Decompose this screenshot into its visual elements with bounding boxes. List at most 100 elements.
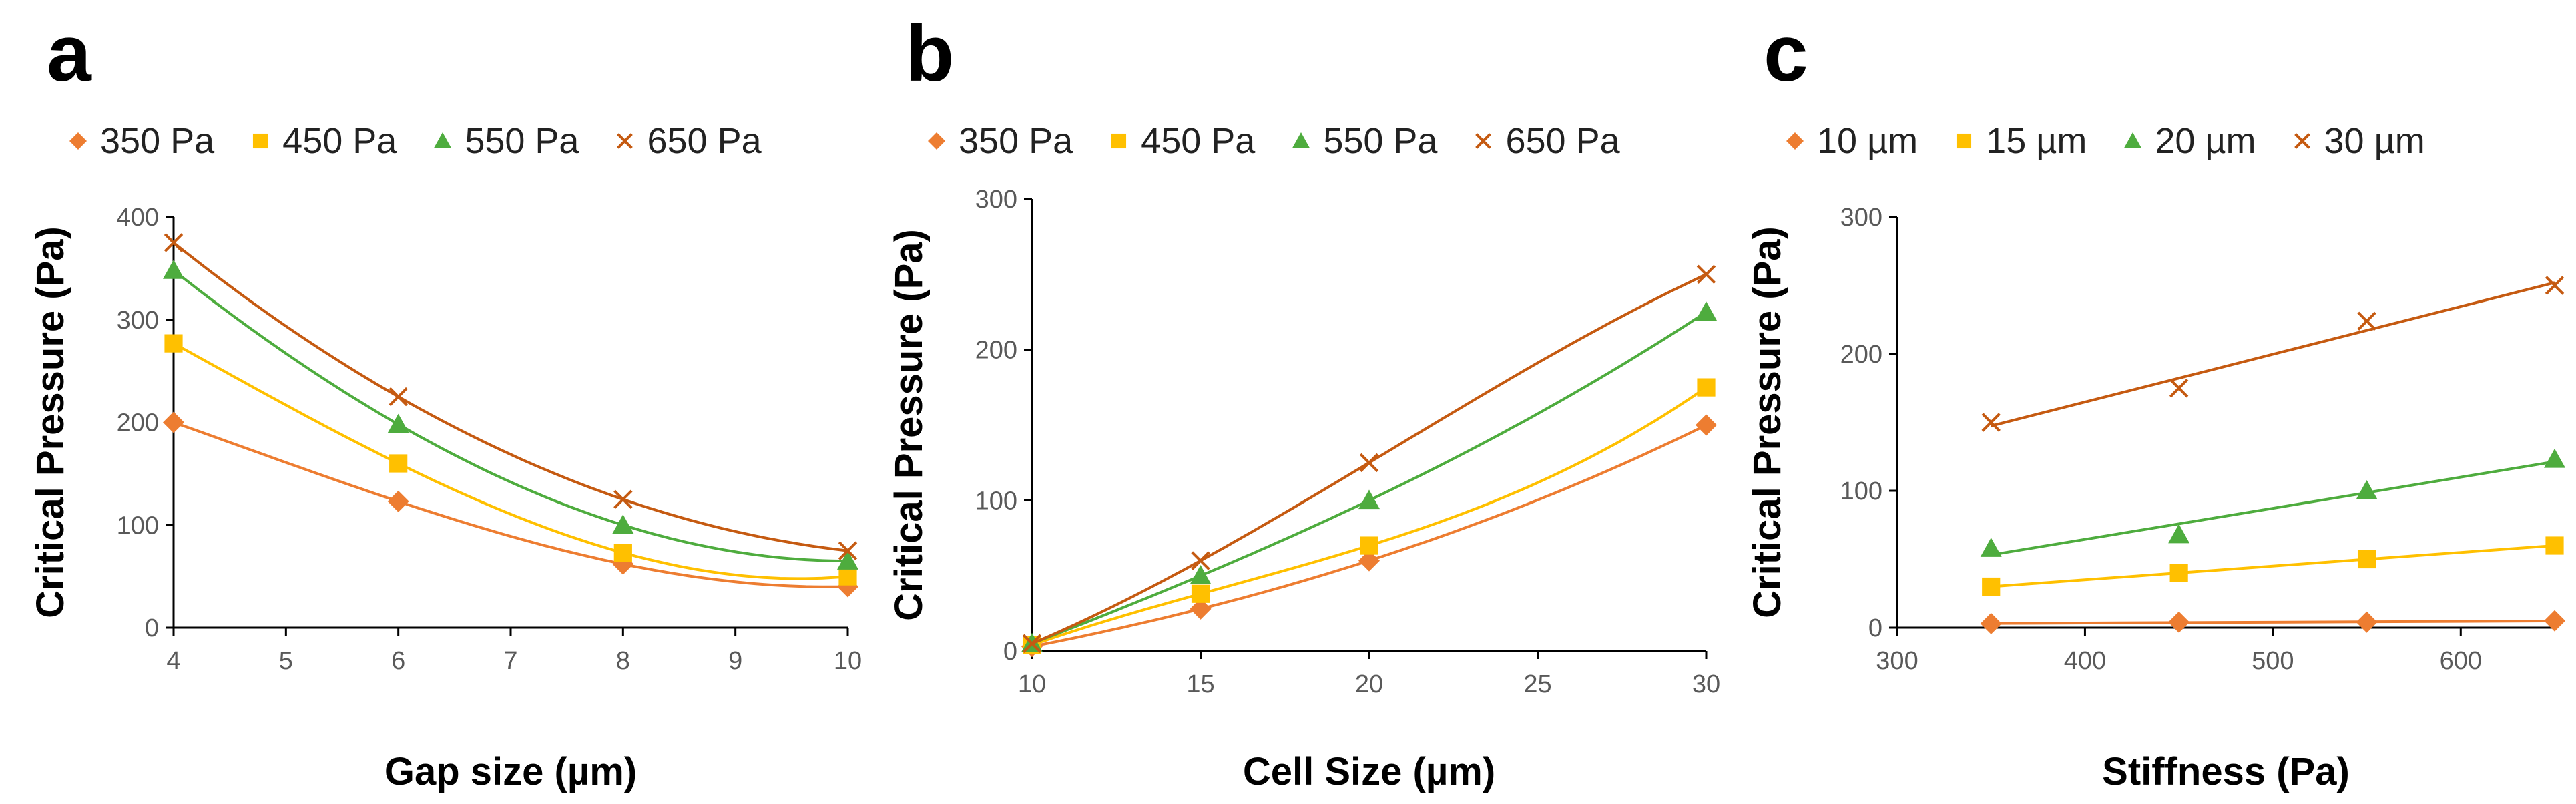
y-tick-label: 200 bbox=[117, 409, 159, 437]
legend-marker-icon bbox=[253, 133, 268, 149]
data-point bbox=[2357, 311, 2376, 331]
legend-marker bbox=[617, 133, 633, 149]
legend-marker-icon bbox=[1786, 132, 1804, 150]
x-tick-label: 500 bbox=[2252, 647, 2294, 675]
legend-marker-icon bbox=[1292, 132, 1310, 148]
series-trendline bbox=[1991, 460, 2555, 556]
legend-item: 15 µm bbox=[1953, 120, 2087, 162]
legend-marker bbox=[253, 133, 268, 149]
data-point bbox=[1980, 612, 2002, 634]
data-point bbox=[2545, 276, 2565, 295]
x-tick-label: 9 bbox=[728, 647, 742, 675]
y-tick-label: 0 bbox=[1003, 638, 1017, 666]
legend-marker bbox=[69, 132, 87, 150]
y-tick-label: 0 bbox=[1868, 614, 1882, 642]
y-tick-label: 300 bbox=[117, 307, 159, 335]
plot-area: 0 100 200 300 10 15 20 25 30 Cell Size (µm) Critic… bbox=[887, 186, 1720, 793]
data-point bbox=[1980, 538, 2002, 557]
x-tick-label: 20 bbox=[1355, 670, 1383, 698]
series-trendline bbox=[1031, 272, 1707, 645]
legend-label: 350 Pa bbox=[959, 121, 1073, 161]
y-tick-label: 100 bbox=[117, 512, 159, 540]
data-point bbox=[387, 413, 409, 433]
data-point bbox=[2169, 379, 2189, 398]
legend-marker-icon bbox=[69, 132, 87, 150]
y-axis-title: Critical Pressure (Pa) bbox=[887, 229, 931, 621]
y-axis-title: Critical Pressure (Pa) bbox=[29, 226, 72, 618]
data-point bbox=[2544, 610, 2565, 632]
legend-marker bbox=[928, 132, 945, 150]
x-tick-label: 5 bbox=[279, 647, 293, 675]
plot-area: 0 100 200 300 300 400 500 600 Stiffness (Pa) Crit… bbox=[1746, 204, 2565, 793]
y-tick-label: 0 bbox=[145, 614, 159, 642]
legend-item: 30 µm bbox=[2291, 120, 2425, 162]
x-axis-title: Gap size (µm) bbox=[384, 750, 637, 793]
data-point bbox=[2545, 536, 2564, 555]
legend-marker bbox=[1786, 132, 1804, 150]
series-trendline bbox=[172, 269, 848, 563]
data-point bbox=[1358, 489, 1380, 510]
legend-item: 450 Pa bbox=[249, 120, 397, 162]
legend-marker-icon bbox=[1475, 133, 1492, 149]
panel-letter: b bbox=[905, 9, 955, 98]
x-tick-label: 10 bbox=[834, 647, 862, 675]
data-point bbox=[613, 489, 633, 510]
legend-item: 550 Pa bbox=[431, 120, 579, 162]
y-tick-label: 400 bbox=[117, 204, 159, 232]
data-point bbox=[163, 259, 184, 279]
data-point bbox=[2357, 550, 2376, 569]
data-point bbox=[2168, 524, 2190, 544]
legend-label: 30 µm bbox=[2324, 121, 2425, 161]
legend-label: 350 Pa bbox=[100, 121, 215, 161]
x-tick-label: 25 bbox=[1523, 670, 1551, 698]
data-point bbox=[389, 387, 408, 407]
panel-letter: a bbox=[47, 9, 91, 98]
legend-marker bbox=[2294, 133, 2310, 149]
y-tick-label: 100 bbox=[1840, 477, 1882, 506]
data-point bbox=[1982, 577, 2001, 596]
series-trendline bbox=[173, 342, 848, 580]
legend-label: 20 µm bbox=[2155, 121, 2256, 161]
legend-label: 450 Pa bbox=[282, 121, 397, 161]
series-trendline bbox=[1991, 544, 2555, 588]
data-point bbox=[164, 334, 183, 353]
legend-label: 10 µm bbox=[1817, 121, 1918, 161]
panel-b: b 350 Pa 450 Pa 550 Pa 650 Pa 0 100 200 300 10 1… bbox=[858, 0, 1720, 804]
x-tick-label: 8 bbox=[616, 647, 630, 675]
series-trendline bbox=[1031, 386, 1708, 646]
legend-label: 550 Pa bbox=[465, 121, 579, 161]
data-point bbox=[387, 490, 409, 512]
panel-c: c 10 µm 15 µm 20 µm 30 µm 0 100 200 300 300 400 5… bbox=[1717, 0, 2575, 804]
data-point bbox=[2356, 611, 2378, 633]
legend-label: 550 Pa bbox=[1323, 121, 1438, 161]
panel-letter: c bbox=[1764, 9, 1808, 98]
y-tick-label: 100 bbox=[975, 487, 1017, 515]
x-tick-label: 10 bbox=[1018, 670, 1046, 698]
y-tick-label: 300 bbox=[1840, 204, 1882, 232]
legend: 350 Pa 450 Pa 550 Pa 650 Pa bbox=[67, 120, 762, 162]
data-point bbox=[389, 454, 408, 473]
data-point bbox=[1358, 550, 1380, 572]
data-point bbox=[2544, 448, 2565, 468]
data-point bbox=[1696, 301, 1717, 321]
legend-marker bbox=[2124, 132, 2142, 148]
x-axis-title: Cell Size (µm) bbox=[1243, 750, 1495, 793]
x-tick-label: 300 bbox=[1876, 647, 1918, 675]
legend-marker-icon bbox=[928, 132, 945, 150]
legend-marker-icon bbox=[2124, 132, 2142, 148]
legend-marker-icon bbox=[1957, 133, 1972, 149]
legend-marker bbox=[1111, 133, 1127, 149]
x-tick-label: 15 bbox=[1186, 670, 1214, 698]
series-trendline bbox=[1991, 619, 2555, 625]
data-point bbox=[1696, 264, 1716, 284]
data-point bbox=[838, 541, 858, 560]
x-tick-label: 6 bbox=[391, 647, 405, 675]
legend-item: 550 Pa bbox=[1290, 120, 1437, 162]
plot-area: 0 100 200 300 400 4 5 6 7 8 9 10 Gap size (µm) Critic… bbox=[29, 204, 862, 793]
y-tick-label: 300 bbox=[975, 186, 1017, 214]
x-tick-label: 30 bbox=[1692, 670, 1720, 698]
y-tick-label: 200 bbox=[1840, 341, 1882, 369]
data-point bbox=[1697, 378, 1716, 397]
y-axis-title: Critical Pressure (Pa) bbox=[1746, 226, 1789, 618]
data-point bbox=[163, 411, 184, 433]
